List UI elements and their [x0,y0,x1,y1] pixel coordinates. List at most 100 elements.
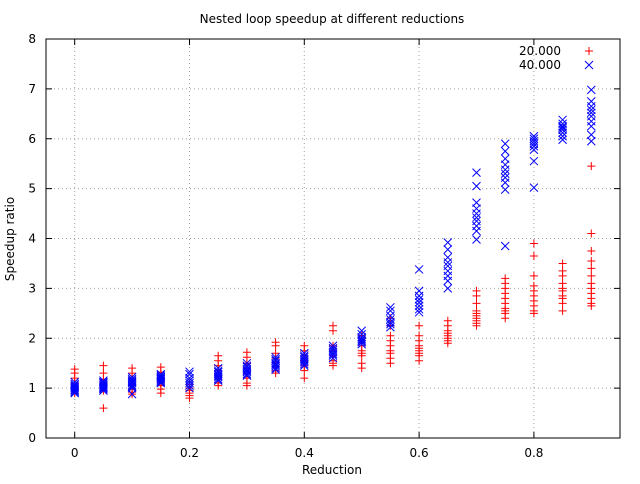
data-point [529,156,539,166]
data-point [357,364,366,373]
data-point [213,372,223,382]
data-point [529,271,538,280]
data-point [443,339,452,348]
data-point [472,213,481,222]
data-point [329,326,337,335]
series-20.000 [70,162,596,413]
data-point [500,241,510,251]
x-tick-label: 0.6 [410,446,429,460]
data-point [127,382,137,391]
x-tick-label: 0.2 [180,446,199,460]
x-tick-label: 0 [71,446,79,460]
data-point [587,229,596,238]
data-point [99,361,108,370]
y-tick-label: 2 [28,331,36,345]
data-point [70,385,80,394]
y-tick-label: 4 [28,232,36,246]
data-point [558,299,567,308]
data-point [213,374,223,384]
x-tick-label: 0.8 [524,446,543,460]
data-point [156,374,166,384]
data-point [472,321,481,330]
data-point [443,284,453,293]
y-axis-label: Speedup ratio [3,197,17,281]
data-point [271,361,280,371]
data-point [500,178,510,187]
data-point [586,108,596,118]
data-point [242,369,252,379]
data-point [357,351,366,360]
x-tick-label: 0.4 [295,446,314,460]
y-tick-label: 0 [28,431,36,445]
data-point [529,141,539,151]
y-tick-label: 8 [28,32,36,46]
data-point [558,125,567,135]
data-point [357,336,367,346]
data-point [214,381,223,390]
data-point [558,115,567,125]
legend-label: 20.000 [519,44,561,58]
data-point [386,319,395,329]
data-point [185,394,194,403]
data-point [185,369,194,379]
data-point [300,374,309,383]
data-point [328,349,338,359]
data-point [357,326,367,336]
data-point [587,246,596,255]
data-point [242,367,252,377]
data-point [386,321,395,330]
data-point [99,382,108,392]
data-point [472,235,481,244]
data-point [300,366,309,375]
legend-label: 40.000 [519,58,561,72]
data-point [357,339,367,349]
legend-marker [584,60,594,70]
data-point [587,256,596,265]
data-point [472,168,481,178]
data-point [414,291,424,301]
data-point [99,383,108,393]
data-point [357,337,367,347]
data-point [386,302,395,312]
data-point [529,239,538,248]
data-point [586,101,596,111]
data-point [414,297,424,307]
data-point [414,265,424,274]
data-point [299,361,309,371]
data-point [558,128,567,138]
data-point [99,384,108,394]
data-point [586,85,596,95]
data-point [271,365,280,375]
data-point [99,404,108,413]
data-point [501,314,510,323]
data-point [185,367,194,377]
data-point [185,383,194,393]
data-point [328,341,338,351]
data-point [156,378,166,388]
x-axis-label: Reduction [302,463,362,477]
data-point [386,359,395,368]
data-point [586,136,596,146]
data-point [500,185,510,194]
data-point [472,291,481,300]
data-point [156,389,165,398]
data-point [271,341,280,350]
data-point [586,130,596,140]
data-point [529,251,538,260]
data-point [558,259,567,268]
data-point [472,181,481,191]
data-point [500,139,510,149]
data-point [70,386,80,395]
y-tick-label: 3 [28,281,36,295]
data-point [271,363,280,373]
data-point [529,183,539,192]
data-point [558,131,567,141]
data-point [443,245,453,254]
data-point [70,388,80,398]
data-point [242,371,252,381]
data-point [156,376,166,385]
data-point [213,376,223,385]
axis-ticks: 0 1 2 3 4 5 6 7 8 0 0.2 0.4 0.6 0.8 [28,32,620,460]
data-point [299,357,309,367]
